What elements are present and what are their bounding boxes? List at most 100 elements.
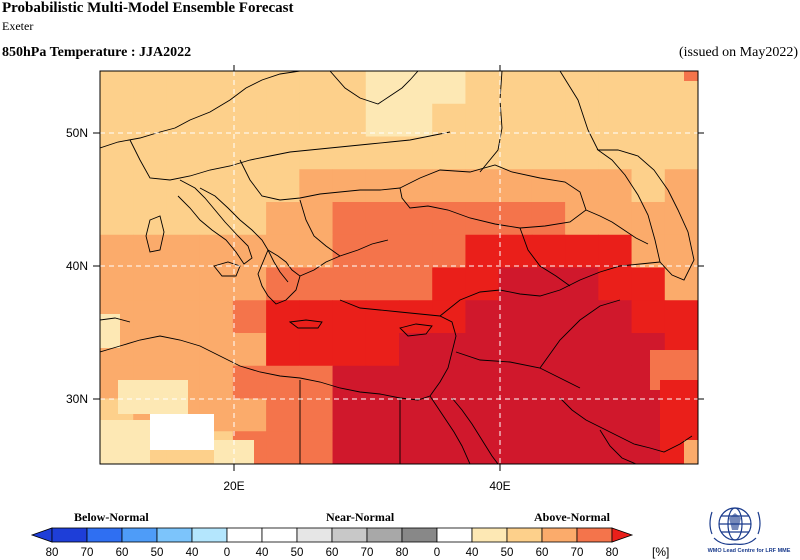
probability-cell xyxy=(399,431,433,464)
legend-tick-label: 50 xyxy=(151,547,164,559)
probability-cell xyxy=(133,333,167,367)
probability-cell xyxy=(166,136,201,170)
legend-swatch xyxy=(366,527,403,543)
probability-cell xyxy=(465,136,500,170)
map-frame xyxy=(99,70,699,465)
probability-cell xyxy=(498,365,533,399)
probability-cell xyxy=(465,71,500,105)
legend-swatch xyxy=(156,527,193,543)
legend-colorbar xyxy=(30,527,634,543)
legend-tick-label: 80 xyxy=(396,547,409,559)
legend-swatch xyxy=(331,527,368,543)
legend-tick-label: 40 xyxy=(466,547,479,559)
probability-cell xyxy=(332,431,367,464)
probability-cell xyxy=(332,103,367,137)
legend-category-near: Near-Normal xyxy=(326,510,395,524)
probability-cell xyxy=(598,202,633,236)
probability-cell xyxy=(232,136,267,170)
probability-cell xyxy=(399,71,433,105)
wmo-logo-text: WMO Lead Centre for LRF MME xyxy=(707,548,791,554)
probability-cell xyxy=(465,103,500,137)
legend-swatch xyxy=(471,527,508,543)
probability-cell xyxy=(299,71,334,105)
probability-cell xyxy=(100,267,134,301)
probability-cell xyxy=(399,267,433,301)
probability-cell xyxy=(631,267,666,301)
probability-cell xyxy=(432,365,466,399)
probability-cell xyxy=(664,300,698,334)
probability-cell xyxy=(631,136,666,170)
legend-tick-label: 60 xyxy=(116,547,129,559)
probability-cell xyxy=(299,136,334,170)
coastlines xyxy=(100,71,695,464)
probability-cell xyxy=(332,300,367,334)
probability-cell xyxy=(531,103,566,137)
probability-cell xyxy=(166,267,201,301)
legend-swatch xyxy=(121,527,158,543)
probability-cell xyxy=(299,431,334,464)
probability-cell xyxy=(565,136,599,170)
probability-cell xyxy=(299,267,334,301)
probability-cell xyxy=(118,380,188,414)
probability-cell xyxy=(266,333,300,367)
probability-cell xyxy=(133,136,167,170)
probability-cell xyxy=(266,103,300,137)
probability-cell xyxy=(299,202,334,236)
probability-cell xyxy=(266,202,300,236)
probability-cell xyxy=(498,398,533,432)
probability-cell xyxy=(531,71,566,105)
probability-cell xyxy=(365,267,400,301)
probability-cell xyxy=(365,71,400,105)
legend-swatch xyxy=(541,527,578,543)
probability-cell xyxy=(199,71,234,105)
probability-cell xyxy=(498,234,533,268)
probability-cell xyxy=(465,234,500,268)
probability-cell xyxy=(664,136,698,170)
probability-cell xyxy=(232,398,267,432)
probability-cell xyxy=(399,398,433,432)
probability-cell xyxy=(133,71,167,105)
probability-cell xyxy=(399,103,433,137)
legend-swatch xyxy=(296,527,333,543)
probability-cell xyxy=(598,300,633,334)
probability-cell xyxy=(531,333,566,367)
probability-cell xyxy=(332,398,367,432)
probability-cell xyxy=(332,136,367,170)
legend-swatch xyxy=(191,527,228,543)
probability-cell xyxy=(531,202,566,236)
probability-cell xyxy=(432,103,466,137)
probability-cell xyxy=(332,333,367,367)
probability-cell xyxy=(199,333,234,367)
legend-tick-label: 60 xyxy=(536,547,549,559)
legend-tick-label: 60 xyxy=(326,547,339,559)
probability-cell xyxy=(432,71,466,105)
probability-cell xyxy=(332,169,367,203)
probability-cell xyxy=(299,398,334,432)
probability-cell xyxy=(232,103,267,137)
legend-tick-label: 0 xyxy=(224,547,230,559)
probability-cell xyxy=(465,365,500,399)
legend-swatch xyxy=(226,527,263,543)
lon-label-40e: 40E xyxy=(489,479,510,493)
legend-tick-label: 80 xyxy=(46,547,59,559)
probability-cell xyxy=(266,431,300,464)
probability-cell xyxy=(432,267,466,301)
probability-cell xyxy=(465,398,500,432)
probability-cell xyxy=(199,136,234,170)
legend-tick-label: 70 xyxy=(81,547,94,559)
lat-label-30n: 30N xyxy=(66,392,88,406)
probability-cell xyxy=(100,71,134,105)
lat-label-50n: 50N xyxy=(66,126,88,140)
probability-cell xyxy=(133,103,167,137)
legend-swatch xyxy=(436,527,473,543)
legend-tick-label: 0 xyxy=(434,547,440,559)
probability-cell xyxy=(133,202,167,236)
probability-cell xyxy=(598,398,633,432)
probability-cell xyxy=(166,202,201,236)
probability-cell xyxy=(266,71,300,105)
probability-cell xyxy=(465,169,500,203)
legend-swatch xyxy=(51,527,88,543)
probability-cell xyxy=(531,398,566,432)
probability-cell xyxy=(365,234,400,268)
